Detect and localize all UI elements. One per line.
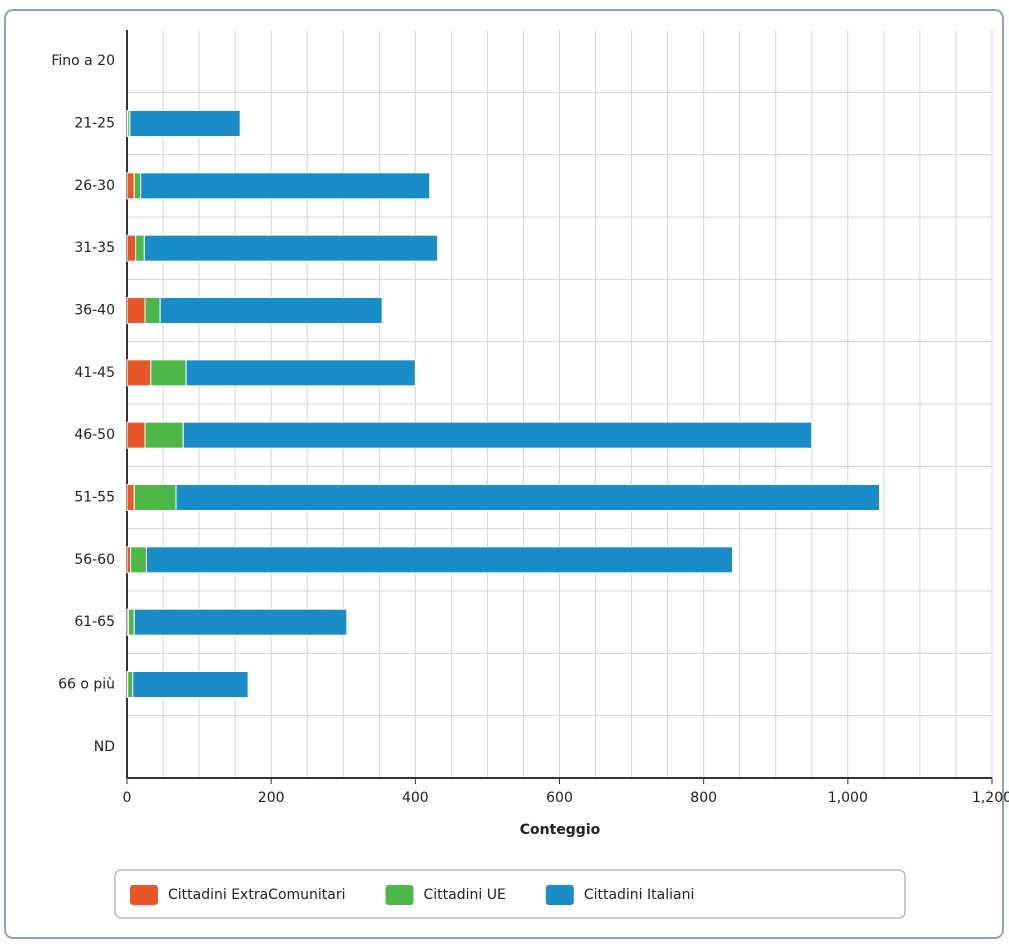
bar-segment — [133, 484, 177, 511]
bar-segment — [130, 546, 147, 574]
bar-segment — [126, 421, 146, 449]
bar-segment — [126, 546, 132, 574]
x-tick-label: 800 — [690, 790, 717, 806]
y-tick-label: 61-65 — [74, 614, 115, 630]
bar-segment — [144, 297, 161, 324]
x-tick-label: 400 — [402, 790, 429, 806]
legend-label: Cittadini UE — [424, 887, 506, 903]
y-tick-label: ND — [94, 739, 115, 755]
bar-segment — [133, 172, 142, 200]
x-tick-label: 600 — [546, 790, 573, 806]
bar-segment — [132, 671, 249, 698]
y-tick-label: 21-25 — [74, 116, 115, 132]
y-tick-label: Fino a 20 — [51, 53, 115, 69]
bar-segment — [145, 546, 733, 574]
bar-segment — [159, 297, 383, 324]
bar-segment — [126, 484, 135, 511]
legend-label: Cittadini ExtraComunitari — [168, 887, 346, 903]
bar-segment — [126, 234, 137, 262]
x-tick-label: 200 — [258, 790, 285, 806]
bar-segment — [143, 234, 439, 262]
bar-segment — [140, 172, 431, 200]
x-tick-label: 1,000 — [828, 790, 868, 806]
y-tick-label: 41-45 — [74, 365, 115, 381]
bar-segment — [135, 234, 145, 262]
x-tick-label: 0 — [123, 790, 132, 806]
bar-segment — [182, 421, 813, 449]
legend-swatch — [545, 885, 574, 905]
bar-segment — [129, 110, 241, 137]
y-tick-label: 51-55 — [74, 490, 115, 506]
bar-segment — [185, 359, 416, 387]
x-axis-title: Conteggio — [520, 822, 601, 838]
legend-label: Cittadini Italiani — [584, 887, 695, 903]
y-tick-label: 46-50 — [74, 427, 115, 443]
bar-segment — [150, 359, 187, 387]
bar-segment — [126, 359, 152, 387]
bar-segment — [127, 671, 134, 698]
y-tick-label: 36-40 — [74, 303, 115, 319]
legend-swatch — [130, 885, 158, 905]
bar-segment — [126, 172, 135, 200]
y-tick-label: 31-35 — [74, 240, 115, 256]
y-tick-label: 56-60 — [74, 552, 115, 568]
y-tick-label: 66 o più — [58, 677, 115, 693]
bar-segment — [175, 484, 881, 511]
legend-swatch — [385, 885, 414, 905]
y-tick-label: 26-30 — [74, 178, 115, 194]
x-tick-label: 1,200 — [972, 790, 1009, 806]
bar-segment — [133, 608, 348, 636]
bar-segment — [126, 297, 146, 324]
bar-segment — [144, 421, 184, 449]
bar-segment — [127, 608, 135, 636]
legend — [114, 869, 906, 919]
